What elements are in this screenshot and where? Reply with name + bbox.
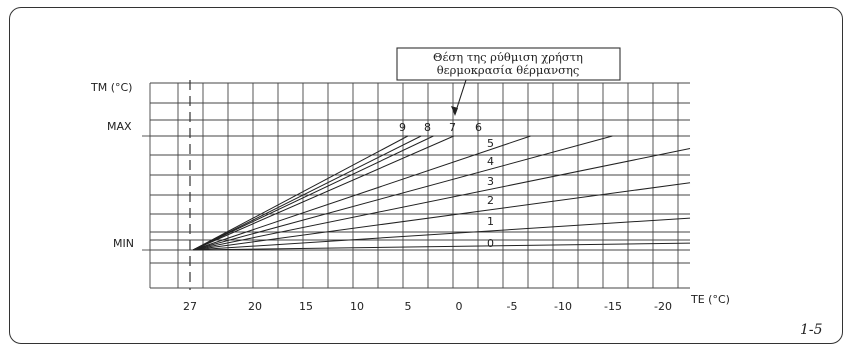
grid bbox=[142, 82, 690, 289]
curve-5 bbox=[192, 135, 531, 251]
y-axis-label: TM (°C) bbox=[90, 81, 132, 94]
curve-6 bbox=[192, 135, 455, 251]
curve-8 bbox=[192, 135, 422, 251]
callout-line-2: θερμοκρασία θέρμανσης bbox=[437, 63, 580, 77]
y-tick-min: MIN bbox=[113, 237, 134, 250]
curve-3 bbox=[192, 148, 691, 251]
callout-line-1: Θέση της ρύθμιση χρήστη bbox=[433, 50, 583, 64]
x-tick-label: 10 bbox=[350, 300, 364, 313]
curve-label-1: 1 bbox=[487, 215, 494, 228]
callout-box bbox=[396, 47, 621, 81]
curve-2 bbox=[192, 182, 691, 251]
y-tick-max: MAX bbox=[107, 120, 132, 133]
x-axis-label: TE (°C) bbox=[690, 293, 730, 306]
curve-9 bbox=[192, 135, 409, 251]
curves bbox=[192, 135, 691, 251]
curve-label-5: 5 bbox=[487, 137, 494, 150]
x-tick-label: 27 bbox=[183, 300, 197, 313]
curve-labels: 0 1 2 3 4 56 7 8 9 bbox=[399, 121, 494, 250]
x-tick-label: -5 bbox=[507, 300, 518, 313]
x-tick-label: -15 bbox=[604, 300, 622, 313]
x-tick-label: 5 bbox=[405, 300, 412, 313]
x-tick-label: -10 bbox=[554, 300, 572, 313]
x-tick-labels: 27 20 15 10 5 0 -5 -10 -15 -20 bbox=[183, 300, 672, 313]
curve-7 bbox=[192, 135, 434, 251]
x-tick-label: 20 bbox=[248, 300, 262, 313]
curve-label-6: 6 bbox=[475, 121, 482, 134]
x-tick-label: 15 bbox=[299, 300, 313, 313]
curve-label-3: 3 bbox=[487, 175, 494, 188]
x-tick-label: 0 bbox=[456, 300, 463, 313]
curve-label-2: 2 bbox=[487, 194, 494, 207]
callout-arrowhead bbox=[451, 106, 458, 116]
figure-frame bbox=[9, 7, 843, 344]
x-tick-label: -20 bbox=[654, 300, 672, 313]
curve-label-4: 4 bbox=[487, 155, 494, 168]
curve-4 bbox=[192, 135, 613, 251]
figure-number: 1-5 bbox=[800, 322, 823, 338]
curve-0 bbox=[193, 242, 691, 251]
curve-label-9: 9 bbox=[399, 121, 406, 134]
curve-1 bbox=[192, 217, 691, 251]
curve-label-7: 7 bbox=[449, 121, 456, 134]
curve-label-0: 0 bbox=[487, 237, 494, 250]
curve-label-8: 8 bbox=[424, 121, 431, 134]
